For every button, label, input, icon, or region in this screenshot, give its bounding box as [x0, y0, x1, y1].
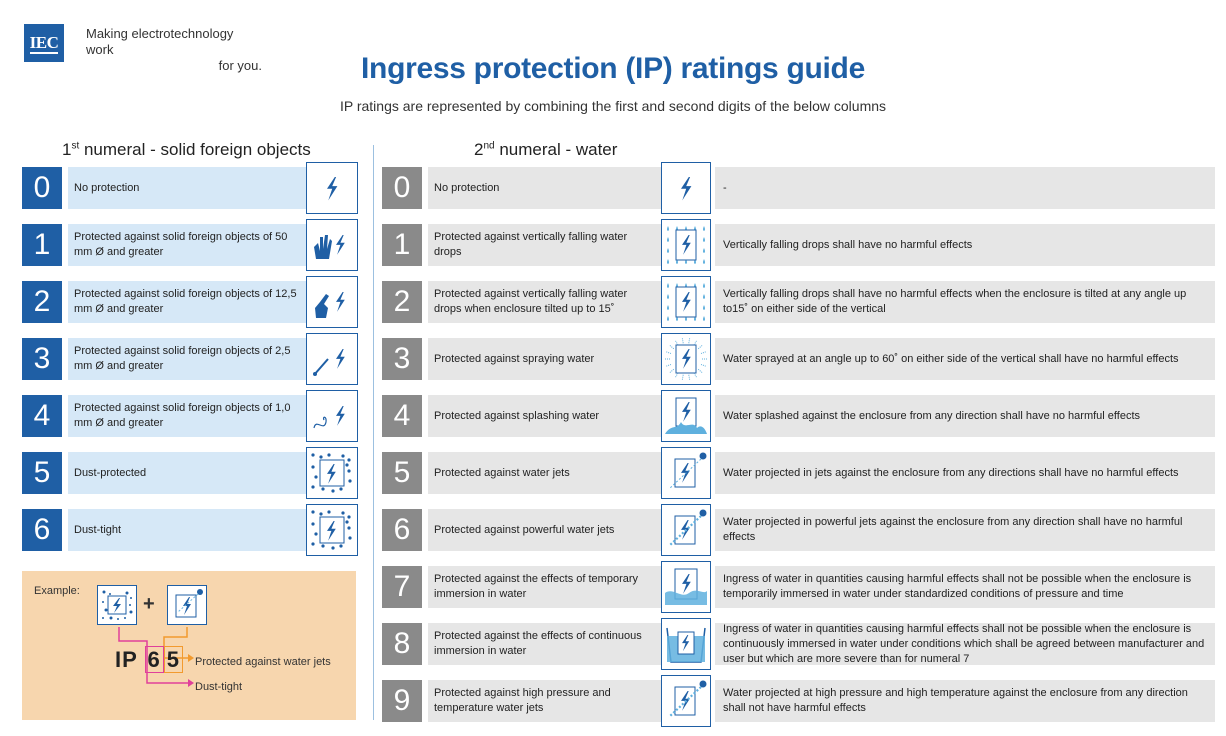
solid-row: 5 Dust-protected: [22, 447, 358, 499]
solid-row: 2 Protected against solid foreign objects…: [22, 276, 358, 328]
water-description: Protected against splashing water: [428, 395, 661, 437]
water-row: 4 Protected against splashing water Water …: [382, 390, 1215, 442]
water-description: Protected against the effects of tempora…: [428, 566, 661, 608]
tagline-line1: Making electrotechnology work: [86, 26, 234, 57]
water-description: No protection: [428, 167, 661, 209]
column-divider: [373, 145, 374, 720]
water-description: Protected against vertically falling wat…: [428, 224, 661, 266]
water-description: Protected against spraying water: [428, 338, 661, 380]
solid-description: Dust-tight: [68, 509, 306, 551]
solid-description: Protected against solid foreign objects …: [68, 338, 306, 380]
solid-digit: 3: [22, 338, 62, 380]
water-detail: Vertically falling drops shall have no h…: [715, 281, 1215, 323]
water-detail: Water projected in powerful jets against…: [715, 509, 1215, 551]
water-detail: Water projected at high pressure and hig…: [715, 680, 1215, 722]
solid-row: 6 Dust-tight: [22, 504, 358, 556]
water-row: 3 Protected against spraying water Water s…: [382, 333, 1215, 385]
solid-row: 4 Protected against solid foreign objects…: [22, 390, 358, 442]
finger-icon: [306, 276, 358, 328]
solid-description: Dust-protected: [68, 452, 306, 494]
continuous-immersion-icon: [661, 618, 711, 670]
water-row: 5 Protected against water jets Water proje…: [382, 447, 1215, 499]
tagline-line2: for you.: [218, 58, 262, 73]
example-label: Example:: [34, 585, 80, 597]
solid-digit: 2: [22, 281, 62, 323]
water-row: 6 Protected against powerful water jets Wa…: [382, 504, 1215, 556]
water-digit: 1: [382, 224, 422, 266]
water-digit: 9: [382, 680, 422, 722]
water-detail: Ingress of water in quantities causing h…: [715, 623, 1215, 665]
tool-icon: [306, 333, 358, 385]
water-row: 0 No protection -: [382, 162, 1215, 214]
water-digit: 5: [382, 452, 422, 494]
first-numeral-heading: 1st numeral - solid foreign objects: [62, 140, 311, 159]
solid-digit: 5: [22, 452, 62, 494]
second-numeral-heading: 2nd numeral - water: [474, 140, 618, 159]
page-subtitle: IP ratings are represented by combining …: [339, 98, 887, 114]
wire-icon: [306, 390, 358, 442]
water-description: Protected against high pressure and temp…: [428, 680, 661, 722]
water-description: Protected against water jets: [428, 452, 661, 494]
water-digit: 3: [382, 338, 422, 380]
dust-tight-icon: [306, 504, 358, 556]
dust-protected-icon: [306, 447, 358, 499]
solid-digit: 6: [22, 509, 62, 551]
water-detail: Water projected in jets against the encl…: [715, 452, 1215, 494]
solid-row: 3 Protected against solid foreign objects…: [22, 333, 358, 385]
water-digit: 7: [382, 566, 422, 608]
solid-digit: 0: [22, 167, 62, 209]
powerful-jet-icon: [661, 504, 711, 556]
water-jet-icon: [661, 447, 711, 499]
example-arrows: [118, 627, 194, 687]
example-second-digit: 5: [163, 646, 184, 673]
solid-description: Protected against solid foreign objects …: [68, 224, 306, 266]
temporary-immersion-icon: [661, 561, 711, 613]
dust-tight-icon: [97, 585, 137, 625]
water-detail: Ingress of water in quantities causing h…: [715, 566, 1215, 608]
splashing-water-icon: [661, 390, 711, 442]
water-digit: 6: [382, 509, 422, 551]
water-detail: -: [715, 167, 1215, 209]
example-plus: +: [143, 593, 155, 615]
example-first-meaning: Dust-tight: [195, 681, 243, 693]
solid-row: 0 No protection: [22, 162, 358, 214]
solid-description: Protected against solid foreign objects …: [68, 281, 306, 323]
iec-logo: IEC: [24, 24, 64, 62]
example-second-meaning: Protected against water jets: [195, 656, 331, 668]
water-description: Protected against the effects of continu…: [428, 623, 661, 665]
enclosure-bolt-icon: [661, 162, 711, 214]
solid-row: 1 Protected against solid foreign objects…: [22, 219, 358, 271]
solid-digit: 1: [22, 224, 62, 266]
water-digit: 4: [382, 395, 422, 437]
water-detail: Water splashed against the enclosure fro…: [715, 395, 1215, 437]
vertical-drops-icon: [661, 219, 711, 271]
water-row: 1 Protected against vertically falling wa…: [382, 219, 1215, 271]
solid-description: No protection: [68, 167, 306, 209]
solid-description: Protected against solid foreign objects …: [68, 395, 306, 437]
enclosure-bolt-icon: [306, 162, 358, 214]
spraying-water-icon: [661, 333, 711, 385]
water-row: 7 Protected against the effects of tempor…: [382, 561, 1215, 613]
water-digit: 8: [382, 623, 422, 665]
page-title: Ingress protection (IP) ratings guide: [361, 52, 865, 85]
water-detail: Water sprayed at an angle up to 60˚ on e…: [715, 338, 1215, 380]
water-row: 2 Protected against vertically falling wa…: [382, 276, 1215, 328]
water-description: Protected against vertically falling wat…: [428, 281, 661, 323]
water-digit: 0: [382, 167, 422, 209]
water-detail: Vertically falling drops shall have no h…: [715, 224, 1215, 266]
solid-digit: 4: [22, 395, 62, 437]
high-pressure-jet-icon: [661, 675, 711, 727]
water-description: Protected against powerful water jets: [428, 509, 661, 551]
hand-icon: [306, 219, 358, 271]
water-row: 9 Protected against high pressure and tem…: [382, 675, 1215, 727]
tagline: Making electrotechnology work for you.: [86, 26, 262, 74]
example-first-digit: 6: [144, 646, 164, 673]
water-row: 8 Protected against the effects of contin…: [382, 618, 1215, 670]
tilted-drops-icon: [661, 276, 711, 328]
water-jet-icon: [167, 585, 207, 625]
water-digit: 2: [382, 281, 422, 323]
